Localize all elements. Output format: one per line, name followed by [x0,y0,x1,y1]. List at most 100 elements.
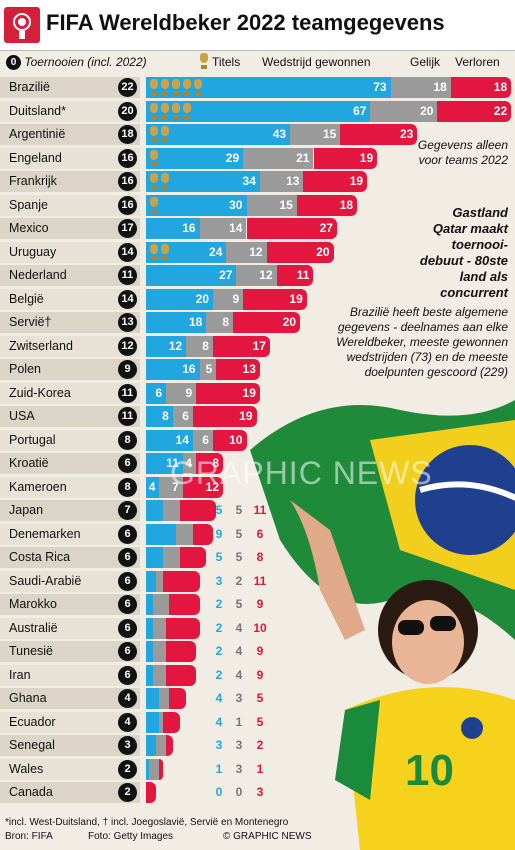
tournaments-count: 8 [118,430,137,450]
lost-bar: 19 [243,288,307,310]
country-name: Argentinië [9,127,66,141]
tournaments-count: 16 [118,148,137,168]
won-bar: 8 [146,406,173,427]
title-trophy-icon [149,102,159,120]
photo-credit: Foto: Getty Images [88,831,174,842]
draw-value: 1 [235,714,243,729]
country-name: USA [9,409,35,423]
row-band [0,476,140,498]
won-bar: 6 [146,382,167,404]
country-name: België [9,291,44,306]
title-trophy-icon [182,79,192,96]
won-bar: 18 [146,312,207,333]
title-trophy-icon [160,173,170,190]
tournaments-count: 14 [118,242,137,262]
legend-draw-label: Gelijk [410,55,441,69]
title-trophy-icon [149,149,159,167]
won-bar: 73 [146,77,391,98]
tournaments-count: 13 [118,313,137,332]
won-bar: 27 [146,265,237,286]
row-band [0,265,140,286]
draw-bar [159,711,164,733]
draw-value: 5 [235,526,243,541]
won-bar: 29 [146,147,244,169]
tournaments-count: 8 [118,477,137,497]
title-trophy-icon [149,126,159,143]
lost-bar [166,617,200,639]
row-band [0,641,140,662]
tournaments-count: 6 [118,642,137,661]
lost-bar [166,735,173,756]
won-bar [146,758,150,780]
tournaments-count: 4 [118,689,137,708]
draw-value: 4 [235,644,243,658]
won-bar: 4 [146,476,160,498]
country-name: Tunesië [9,644,54,658]
lost-bar: 19 [313,147,378,169]
lost-bar: 19 [303,171,368,192]
lost-value: 5 [256,691,264,705]
won-value: 0 [215,785,223,799]
draw-value: 3 [235,738,243,752]
row-band [0,288,140,310]
lost-bar: 12 [182,476,224,498]
legend-titles-label: Titels [212,55,241,69]
tournaments-count: 6 [118,595,137,614]
lost-bar: 13 [216,359,260,380]
country-name: Marokko [9,597,57,611]
lost-bar [179,500,217,521]
row-band [0,594,140,615]
country-name: Iran [9,667,31,682]
lost-bar [159,758,164,780]
won-bar [146,617,153,639]
tournaments-count: 16 [118,195,137,215]
country-name: Costa Rica [9,550,71,564]
lost-value: 1 [256,761,264,776]
title-trophy-icon [171,79,181,96]
lost-bar: 11 [276,265,314,286]
tournaments-count: 3 [118,736,137,755]
country-name: Canada [9,785,53,799]
lost-bar [166,641,197,662]
footnote: *incl. West-Duitsland, † incl. Joegoslav… [5,817,289,828]
row-band [0,547,140,568]
country-name: Japan [9,503,44,517]
row-band [0,782,140,803]
country-name: Kameroen [9,479,67,494]
draw-value: 2 [235,573,243,588]
title-trophy-icon [160,79,170,96]
draw-bar: 6 [192,429,213,451]
country-name: Denemarken [9,526,81,541]
draw-bar [149,758,160,780]
won-bar: 20 [146,288,213,310]
lost-bar [146,782,157,803]
draw-bar: 5 [199,359,217,380]
lost-bar: 18 [450,77,512,98]
header: FIFA Wereldbeker 2022 teamgegevens [0,0,515,51]
won-bar [146,641,153,662]
tournaments-count: 6 [118,571,137,591]
title-trophy-icon [149,196,159,214]
won-bar: 67 [146,100,371,122]
country-name: Polen [9,362,41,376]
country-name: Spanje [9,197,48,212]
lost-bar: 20 [233,312,301,333]
tournaments-count: 9 [118,360,137,379]
country-name: Frankrijk [9,174,57,188]
draw-bar: 18 [390,77,451,98]
tournament-circle-icon: 0 [6,55,21,71]
lost-bar: 20 [266,241,334,263]
draw-bar [156,570,163,592]
legend-tournaments: 0 Toernooien (incl. 2022) [6,55,147,71]
lost-value: 11 [253,503,267,517]
lost-bar: 8 [196,453,224,474]
title-trophy-icon [149,243,159,261]
title-trophy-icon [160,126,170,143]
row-band [0,688,140,709]
tournaments-count: 11 [118,266,137,285]
fifa-trophy-logo-icon [4,7,40,43]
copyright: © GRAPHIC NEWS [223,831,312,842]
row-band [0,77,140,98]
draw-value: 4 [235,620,243,635]
won-value: 5 [215,503,223,517]
